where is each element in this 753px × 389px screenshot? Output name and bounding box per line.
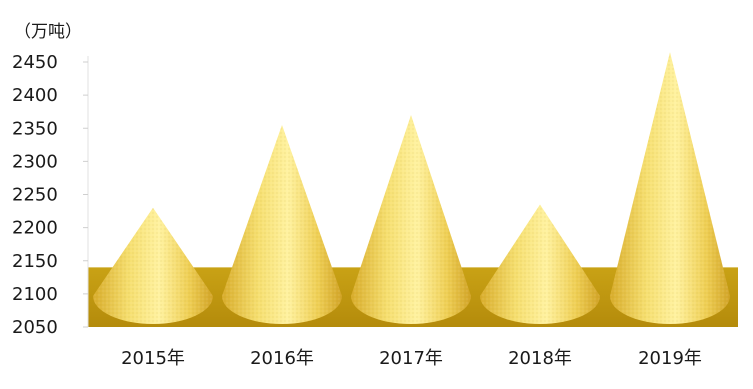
y-tick-label: 2050	[12, 317, 58, 338]
cone-2018年	[480, 204, 600, 324]
cone-2016年	[222, 124, 342, 324]
cone-texture	[480, 204, 600, 324]
y-tick-label: 2350	[12, 118, 58, 139]
y-tick-label: 2450	[12, 52, 58, 73]
y-axis-unit: （万吨）	[14, 22, 82, 42]
x-tick-label: 2017年	[379, 348, 443, 369]
y-tick-label: 2100	[12, 284, 58, 305]
x-tick-label: 2019年	[638, 348, 702, 369]
cone-texture	[351, 115, 471, 324]
y-tick-label: 2200	[12, 218, 58, 239]
cone-texture	[610, 52, 730, 324]
cone-2015年	[93, 207, 213, 324]
y-tick-label: 2300	[12, 151, 58, 172]
cone-texture	[222, 124, 342, 324]
y-tick-label: 2400	[12, 85, 58, 106]
x-tick-label: 2018年	[508, 348, 572, 369]
cone-series	[93, 52, 730, 324]
x-tick-label: 2016年	[250, 348, 314, 369]
x-tick-label: 2015年	[121, 348, 185, 369]
y-tick-label: 2150	[12, 251, 58, 272]
y-tick-label: 2250	[12, 185, 58, 206]
cone-2019年	[610, 52, 730, 324]
cone-texture	[93, 207, 213, 324]
x-axis: 2015年 2016年 2017年 2018年 2019年	[121, 348, 702, 369]
y-axis: 2050 2100 2150 2200 2250 2300 2350 2400 2450	[12, 52, 89, 338]
cone-2017年	[351, 115, 471, 324]
